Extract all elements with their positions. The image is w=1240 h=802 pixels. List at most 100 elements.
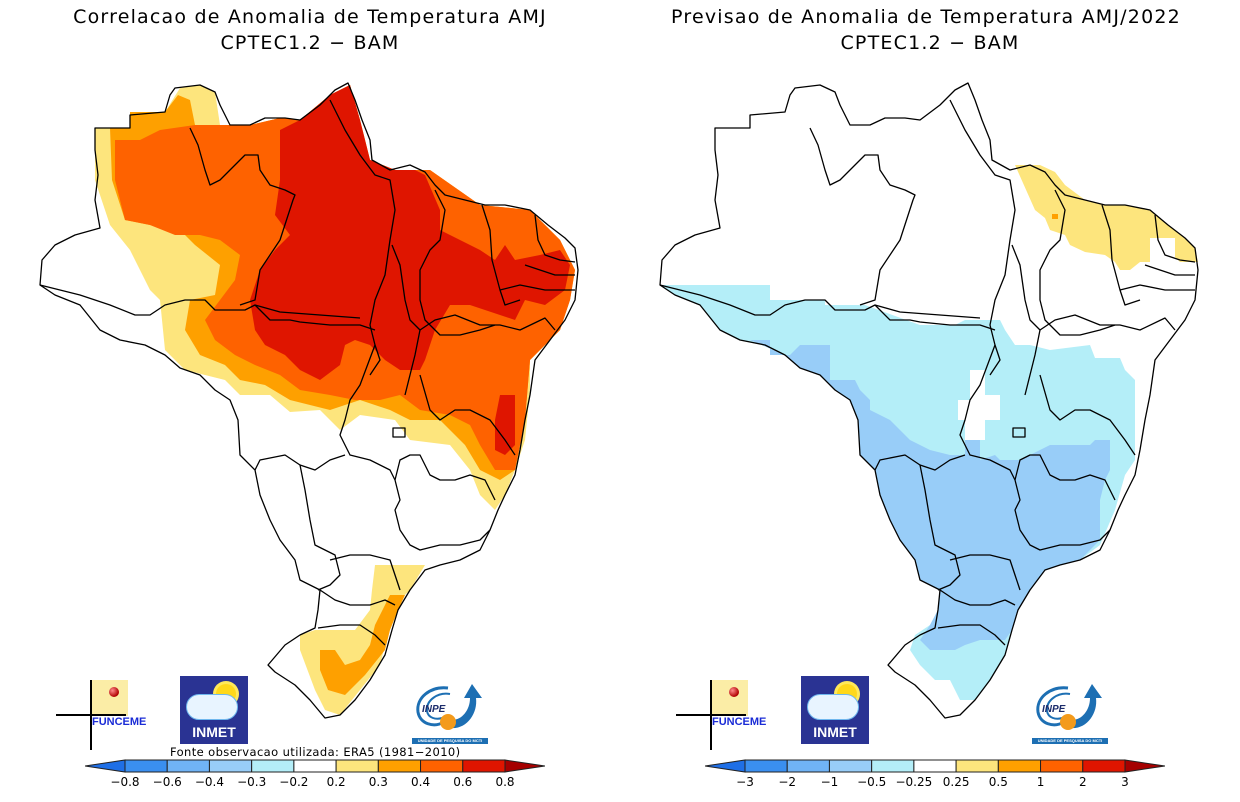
colorbar-tick-label: −0.2 [279,775,309,789]
funceme-logo-text: FUNCEME [92,716,147,728]
border-pa-mt [254,304,376,331]
border-to [391,244,421,396]
region-yellow-south [300,565,425,715]
inpe-swirl-icon: INPE [416,684,482,730]
border-sp-pr [329,554,401,591]
inpe-swirl-icon: INPE [1036,684,1102,730]
colorbar-swatch [251,759,295,773]
forecast-colorbar [705,759,1165,773]
state-borders [659,82,1199,719]
border-go [959,344,1016,481]
forecast-map [659,82,1199,719]
panel-subtitle: CPTEC1.2 − BAM [840,32,1020,54]
colorbar-tick-label: −0.8 [110,775,140,789]
colorbar-tick-label: −0.25 [895,775,933,789]
colorbar-tick-label: −3 [736,775,754,789]
colorbar-tick-label: 0.2 [326,775,346,789]
cloud-icon [186,694,238,720]
colorbar-swatch [293,759,337,773]
colorbar-arrow-low [85,759,126,773]
border-pa-mt [874,304,996,331]
correlation-panel: Correlacao de Anomalia de Temperatura AM… [39,6,579,795]
border-sc-rs [937,624,1006,646]
region-medium-blue [750,340,1110,650]
funceme-logo-text: FUNCEME [712,716,767,728]
colorbar-tick-label: −0.4 [194,775,225,789]
colorbar-tick-label: 0.8 [495,775,515,789]
border-am-south [659,284,981,319]
colorbar-tick-label: −2 [778,775,797,789]
border-pe [499,284,575,291]
colorbar-swatch [1040,759,1084,773]
border-pb [1144,264,1195,276]
colorbar-tick-label: 0.25 [942,775,970,789]
colorbar-swatch [124,759,168,773]
border-ma-pi [419,189,496,336]
colorbar-swatch [997,759,1042,773]
colorbar-arrow-high [504,759,545,773]
correlation-fill [95,85,575,715]
colorbar-tick-label: 3 [1121,775,1129,789]
country-outline [39,82,579,719]
inmet-logo: INMET [801,676,869,744]
border-sc-rs [317,624,386,646]
correlation-colorbar [85,759,545,773]
cloud-icon [807,694,859,720]
inpe-logo-text: INPE [1042,704,1066,715]
border-ma-pi [1039,189,1116,336]
federal-district [1012,427,1026,438]
forecast-fill [660,165,1198,700]
border-ms [919,464,961,591]
border-ba-south [1039,374,1136,456]
colorbar-swatch [208,759,253,773]
funceme-dot-icon [109,687,119,697]
border-ms [299,464,341,591]
inpe-logo-text: INPE [422,704,446,715]
inpe-caption: UNIDADE DE PESQUISA DO MCTI [412,738,488,744]
inmet-logo-text: INMET [813,724,857,740]
colorbar-swatch [913,759,957,773]
border-pr-sc [939,589,1016,606]
funceme-logo-bg [92,680,128,716]
colorbar-swatch [786,759,830,773]
border-pe [1119,284,1195,291]
region-orange-south [320,595,405,695]
inpe-logo: INPE UNIDADE DE PESQUISA DO MCTI [1030,680,1110,746]
border-ce-rn [534,214,576,263]
colorbar-swatch [420,759,464,773]
colorbar-swatch [462,759,506,773]
border-ce-rn [1154,214,1196,263]
border-pi-ce [481,204,521,306]
correlation-map [39,82,579,719]
colorbar-tick-label: 0.3 [368,775,388,789]
inmet-logo-text: INMET [192,724,236,740]
colorbar-arrow-high [1124,759,1165,773]
region-orange-cell [1052,214,1058,219]
colorbar-swatch [744,759,788,773]
colorbar-tick-label: 1 [1036,775,1045,789]
colorbar-tick-label: −0.5 [857,775,887,789]
colorbar-tick-label: 0.6 [453,775,473,789]
region-neutral-go [958,370,1000,440]
colorbar-swatch [828,759,873,773]
colorbar-swatch [871,759,915,773]
border-sp [1014,479,1111,551]
colorbar-arrow-low [705,759,746,773]
colorbar-swatch [335,759,379,773]
correlation-colorbar-labels: −0.8 −0.6 −0.4 −0.3 −0.2 0.2 0.3 0.4 0.6 0.8 [85,775,545,795]
region-red-east [495,395,515,455]
inpe-caption: UNIDADE DE PESQUISA DO MCTI [1032,738,1108,744]
funceme-dot-icon [729,687,739,697]
border-go [339,344,396,481]
colorbar-tick-label: 0.5 [988,775,1008,789]
border-pb [524,264,575,276]
border-to [1011,244,1041,396]
colorbar-tick-label: −1 [820,775,839,789]
state-borders [39,82,579,719]
border-mg [1014,454,1116,501]
border-ba-north [419,314,556,331]
funceme-crosshair-v [710,680,712,750]
inpe-logo: INPE UNIDADE DE PESQUISA DO MCTI [410,680,490,746]
colorbar-tick-label: −0.6 [152,775,182,789]
panel-subtitle: CPTEC1.2 − BAM [220,32,400,54]
